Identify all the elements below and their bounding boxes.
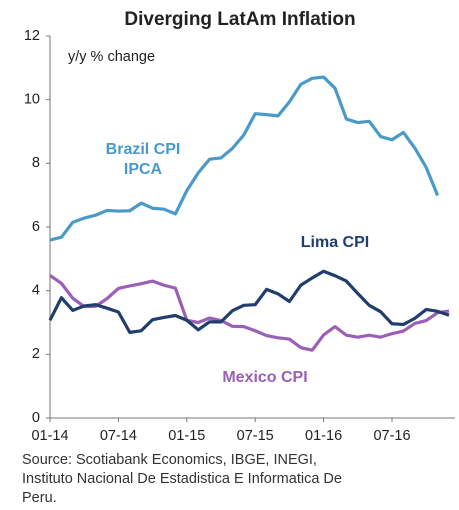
y-axis-label: y/y % change <box>68 49 155 65</box>
y-tick-label: 4 <box>32 282 40 298</box>
y-tick-label: 8 <box>32 155 40 171</box>
y-tick-label: 12 <box>24 28 40 44</box>
y-tick-label: 2 <box>32 346 40 362</box>
source: Source: Scotiabank Economics, IBGE, INEG… <box>22 451 342 508</box>
series-label: Brazil CPI <box>106 141 181 158</box>
source-line: Instituto Nacional De Estadistica E Info… <box>22 471 342 487</box>
series-label: IPCA <box>124 161 163 178</box>
chart: Diverging LatAm Inflation y/y % change 0… <box>24 9 455 444</box>
x-tick-label: 07-15 <box>237 428 274 444</box>
y-tick-label: 0 <box>32 410 40 426</box>
series-line <box>49 75 440 242</box>
x-tick-label: 07-14 <box>100 428 137 444</box>
x-tick-label: 01-15 <box>168 428 205 444</box>
source-line: Source: Scotiabank Economics, IBGE, INEG… <box>22 452 317 468</box>
x-tick-label: 01-14 <box>31 428 68 444</box>
x-tick-label: 07-16 <box>373 428 410 444</box>
series-line <box>48 269 450 334</box>
x-tick-label: 01-16 <box>305 428 342 444</box>
series-label: Lima CPI <box>301 234 369 251</box>
y-tick-label: 6 <box>32 219 40 235</box>
series-label: Mexico CPI <box>222 369 307 386</box>
chart-title: Diverging LatAm Inflation <box>124 9 355 30</box>
source-line: Peru. <box>22 490 57 506</box>
y-tick-label: 10 <box>24 91 40 107</box>
series-line <box>49 274 450 352</box>
